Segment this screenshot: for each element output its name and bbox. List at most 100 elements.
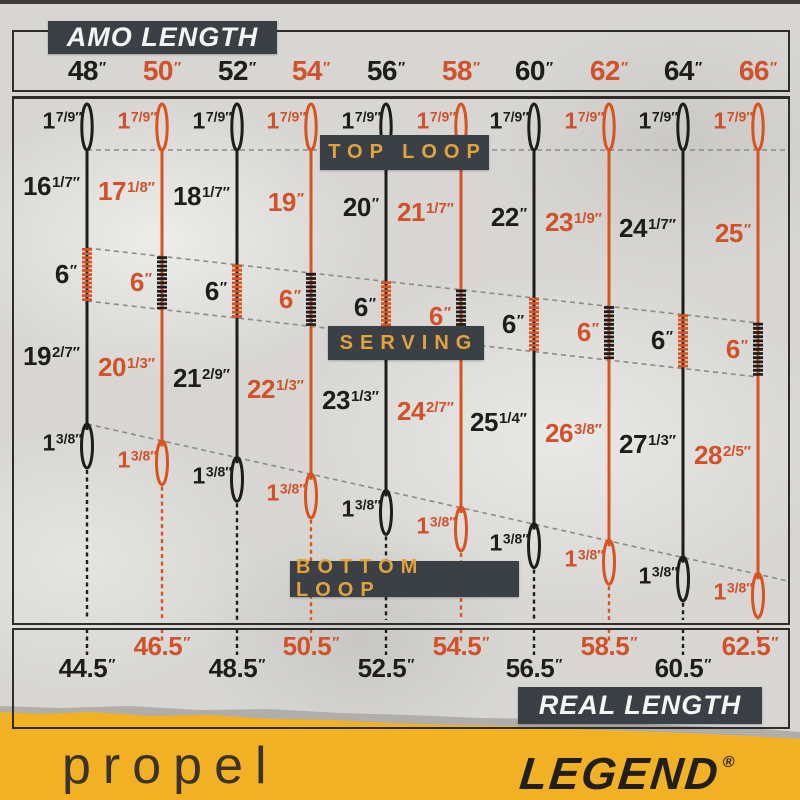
string-50-lower-measure: 201/3″ xyxy=(98,352,155,382)
real-length-badge: REAL LENGTH xyxy=(518,687,762,724)
real-length-label-56.5: 56.5″ xyxy=(505,653,563,683)
string-64-bottom-loop xyxy=(676,555,690,603)
string-52-serving-measure: 6″ xyxy=(204,275,227,306)
string-56-bottom-loop-measure: 13/8″ xyxy=(341,495,381,522)
amo-length-badge-label: AMO LENGTH xyxy=(66,22,259,52)
string-58-top-loop-measure: 17/9″ xyxy=(416,107,456,134)
real-length-label-48.5: 48.5″ xyxy=(208,653,266,683)
string-60-bottom-loop xyxy=(527,522,541,570)
string-50-bottom-loop-measure: 13/8″ xyxy=(117,446,157,473)
string-62-top-loop-measure: 17/9″ xyxy=(564,107,604,134)
string-58-lower-measure: 242/7″ xyxy=(397,396,454,426)
string-54-upper-measure: 19″ xyxy=(267,186,304,217)
real-length-label-58.5: 58.5″ xyxy=(580,631,638,661)
string-48-top-loop xyxy=(80,102,94,152)
string-66-bottom-loop xyxy=(751,571,765,619)
string-56-bottom-loop xyxy=(379,488,393,536)
string-58-upper-measure: 211/7″ xyxy=(397,197,454,227)
amo-size-label-52: 52″ xyxy=(217,55,257,86)
guide-serving-top-line xyxy=(86,247,759,324)
string-48-bottom-loop-measure: 13/8″ xyxy=(42,429,82,456)
product-name: propel xyxy=(62,737,279,795)
string-52-bottom-loop-measure: 13/8″ xyxy=(192,462,232,489)
real-length-badge-label: REAL LENGTH xyxy=(538,690,742,720)
amo-size-label-58: 58″ xyxy=(441,55,481,86)
amo-size-label-50: 50″ xyxy=(142,55,182,86)
amo-size-label-62: 62″ xyxy=(589,55,629,86)
string-62-serving-measure: 6″ xyxy=(576,317,599,348)
brand-footer xyxy=(0,700,800,800)
string-54-bottom-loop xyxy=(304,472,318,520)
guide-bottom-loop-line xyxy=(86,423,789,582)
string-50-bottom-loop xyxy=(155,439,169,487)
string-54-lower-measure: 221/3″ xyxy=(247,374,304,404)
string-54-bottom-loop-measure: 13/8″ xyxy=(266,479,306,506)
serving-badge: SERVING xyxy=(328,326,484,360)
real-length-label-60.5: 60.5″ xyxy=(654,653,712,683)
real-length-label-44.5: 44.5″ xyxy=(58,653,116,683)
string-60-lower-measure: 251/4″ xyxy=(470,407,527,437)
string-50-upper-measure: 171/8″ xyxy=(98,176,155,207)
string-56-top-loop-measure: 17/9″ xyxy=(341,107,381,134)
real-length-label-50.5: 50.5″ xyxy=(282,631,340,661)
amo-size-label-64: 64″ xyxy=(663,55,703,86)
string-66-lower-measure: 282/5″ xyxy=(694,440,751,470)
real-length-label-54.5: 54.5″ xyxy=(432,631,490,661)
string-64-serving-measure: 6″ xyxy=(650,325,673,356)
string-64-top-loop xyxy=(676,102,690,152)
bottom-loop-badge-label: BOTTOM LOOP xyxy=(296,556,425,601)
string-54-top-loop xyxy=(304,102,318,152)
legend-logo: LEGEND® xyxy=(517,748,738,800)
string-60-serving-measure: 6″ xyxy=(501,308,524,339)
top-loop-badge: TOP LOOP xyxy=(320,135,489,170)
string-64-bottom-loop-measure: 13/8″ xyxy=(638,562,678,589)
string-58-bottom-loop xyxy=(454,505,468,553)
legend-logo-text: LEGEND xyxy=(517,748,723,799)
string-66-bottom-loop-measure: 13/8″ xyxy=(713,578,753,605)
string-52-top-loop xyxy=(230,102,244,152)
string-62-bottom-loop-measure: 13/8″ xyxy=(564,545,604,572)
string-58-bottom-loop-measure: 13/8″ xyxy=(416,512,456,539)
string-48-lower-measure: 192/7″ xyxy=(23,341,80,371)
string-52-bottom-loop xyxy=(230,455,244,503)
amo-size-label-48: 48″ xyxy=(67,55,107,86)
amo-length-badge: AMO LENGTH xyxy=(48,21,277,54)
string-54-top-loop-measure: 17/9″ xyxy=(266,107,306,134)
string-52-upper-measure: 181/7″ xyxy=(173,181,230,212)
string-64-upper-measure: 241/7″ xyxy=(619,212,676,243)
string-62-bottom-loop xyxy=(602,538,616,586)
string-48-serving-measure: 6″ xyxy=(54,259,77,289)
amo-size-label-56: 56″ xyxy=(366,55,406,86)
string-62-lower-measure: 263/8″ xyxy=(545,418,602,448)
string-60-top-loop xyxy=(527,102,541,152)
string-64-lower-measure: 271/3″ xyxy=(619,429,676,459)
amo-size-label-66: 66″ xyxy=(738,55,778,86)
string-56-upper-measure: 20″ xyxy=(342,191,379,222)
real-length-label-46.5: 46.5″ xyxy=(133,631,191,661)
page-top-edge xyxy=(0,0,800,4)
string-50-top-loop xyxy=(155,102,169,152)
string-60-bottom-loop-measure: 13/8″ xyxy=(489,529,529,556)
string-50-top-loop-measure: 17/9″ xyxy=(117,107,157,134)
string-66-serving-measure: 6″ xyxy=(725,333,748,364)
string-50-serving-measure: 6″ xyxy=(129,267,152,298)
string-66-top-loop-measure: 17/9″ xyxy=(713,107,753,134)
string-56-serving-measure: 6″ xyxy=(353,292,376,323)
string-62-upper-measure: 231/9″ xyxy=(545,207,602,238)
amo-size-label-60: 60″ xyxy=(514,55,554,86)
string-58-serving-measure: 6″ xyxy=(428,300,451,331)
serving-badge-label: SERVING xyxy=(339,331,479,354)
string-66-top-loop xyxy=(751,102,765,152)
string-66-upper-measure: 25″ xyxy=(714,217,751,248)
string-64-top-loop-measure: 17/9″ xyxy=(638,107,678,134)
string-60-upper-measure: 22″ xyxy=(490,202,527,233)
string-52-lower-measure: 212/9″ xyxy=(173,363,230,393)
top-loop-badge-label: TOP LOOP xyxy=(328,141,487,163)
registered-mark: ® xyxy=(721,754,738,771)
string-54-serving-measure: 6″ xyxy=(278,283,301,314)
bottom-loop-badge: BOTTOM LOOP xyxy=(290,556,519,601)
string-56-lower-measure: 231/3″ xyxy=(322,385,379,415)
real-length-label-52.5: 52.5″ xyxy=(357,653,415,683)
